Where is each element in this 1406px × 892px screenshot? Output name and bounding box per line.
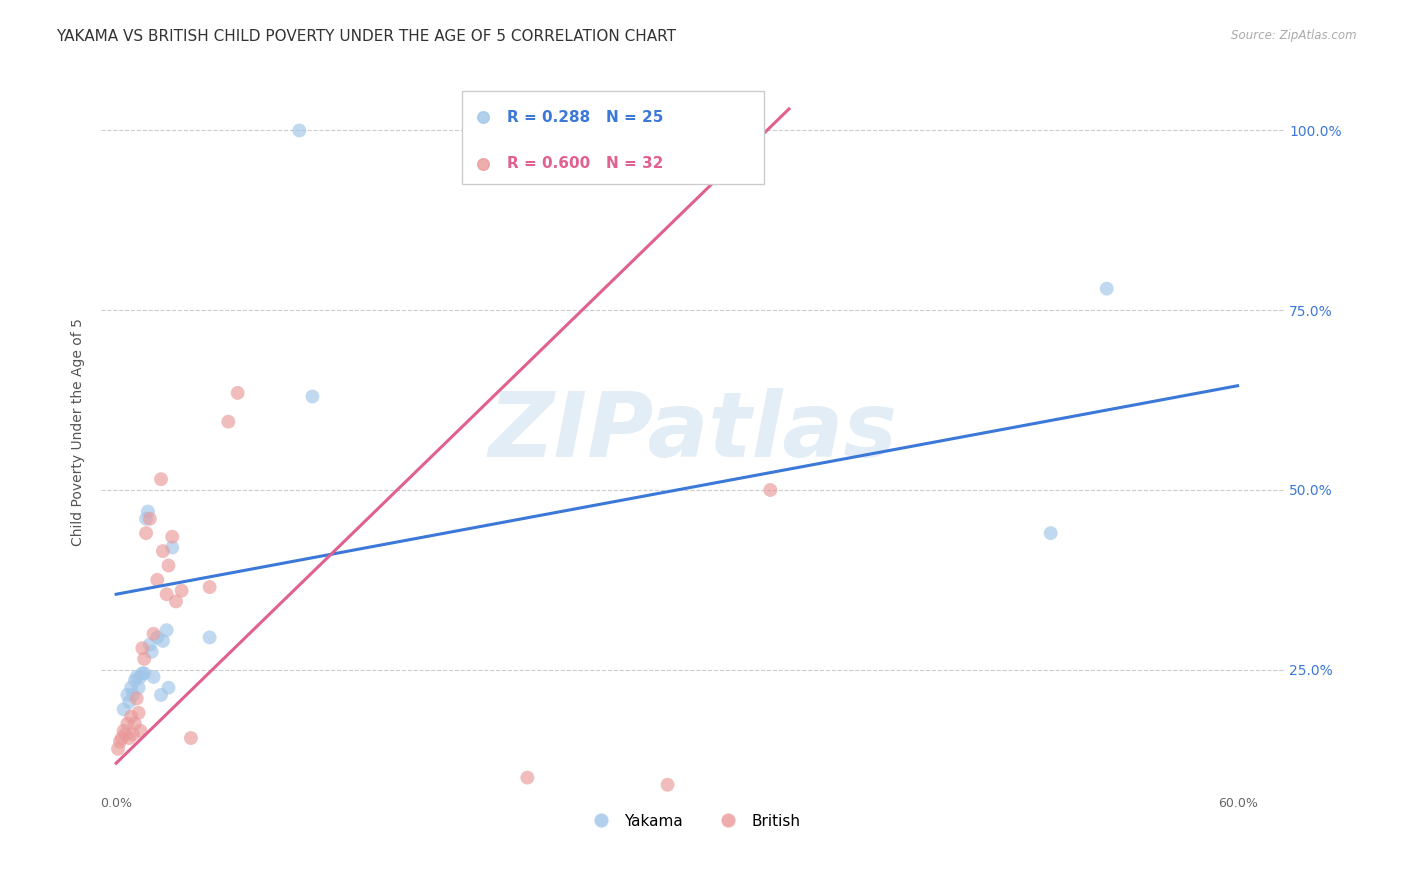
- Point: [568, 123, 591, 137]
- Point: [662, 123, 685, 137]
- Point: [288, 123, 311, 137]
- Y-axis label: Child Poverty Under the Age of 5: Child Poverty Under the Age of 5: [72, 318, 86, 547]
- Point: [142, 670, 165, 684]
- Text: YAKAMA VS BRITISH CHILD POVERTY UNDER THE AGE OF 5 CORRELATION CHART: YAKAMA VS BRITISH CHILD POVERTY UNDER TH…: [56, 29, 676, 44]
- Point: [124, 673, 146, 688]
- Point: [1095, 282, 1118, 296]
- Point: [657, 778, 679, 792]
- Point: [128, 681, 150, 695]
- Point: [125, 670, 148, 684]
- Point: [157, 681, 180, 695]
- Point: [108, 734, 131, 748]
- Point: [136, 504, 159, 518]
- Text: R = 0.288   N = 25: R = 0.288 N = 25: [508, 110, 664, 125]
- Point: [117, 716, 139, 731]
- Point: [122, 688, 145, 702]
- Point: [516, 771, 538, 785]
- Point: [122, 727, 145, 741]
- Point: [141, 645, 163, 659]
- Point: [301, 390, 323, 404]
- Point: [1039, 526, 1062, 541]
- Point: [134, 666, 156, 681]
- Point: [112, 702, 135, 716]
- Text: Source: ZipAtlas.com: Source: ZipAtlas.com: [1232, 29, 1357, 42]
- Point: [152, 634, 174, 648]
- Point: [128, 706, 150, 720]
- Point: [118, 695, 141, 709]
- Point: [129, 670, 152, 684]
- Point: [709, 214, 731, 228]
- Point: [139, 512, 162, 526]
- Point: [139, 638, 162, 652]
- Point: [125, 691, 148, 706]
- Point: [709, 168, 731, 182]
- Point: [162, 530, 184, 544]
- Point: [157, 558, 180, 573]
- Point: [131, 666, 153, 681]
- Point: [217, 415, 239, 429]
- Point: [120, 681, 142, 695]
- Point: [470, 123, 492, 137]
- Point: [142, 627, 165, 641]
- Point: [150, 688, 173, 702]
- Point: [226, 386, 249, 401]
- Point: [506, 123, 529, 137]
- Point: [131, 641, 153, 656]
- Bar: [463, 91, 763, 185]
- Point: [146, 573, 169, 587]
- Point: [152, 544, 174, 558]
- Point: [129, 723, 152, 738]
- Point: [198, 631, 221, 645]
- Point: [114, 727, 136, 741]
- Point: [156, 623, 179, 637]
- Legend: Yakama, British: Yakama, British: [579, 807, 806, 835]
- Point: [759, 483, 782, 497]
- Point: [120, 709, 142, 723]
- Point: [124, 716, 146, 731]
- Point: [117, 688, 139, 702]
- Point: [118, 731, 141, 745]
- Point: [146, 631, 169, 645]
- Point: [198, 580, 221, 594]
- Point: [162, 541, 184, 555]
- Point: [170, 583, 193, 598]
- Point: [134, 652, 156, 666]
- Point: [180, 731, 202, 745]
- Point: [111, 731, 134, 745]
- Point: [107, 741, 129, 756]
- Point: [112, 723, 135, 738]
- Point: [156, 587, 179, 601]
- Text: ZIPatlas: ZIPatlas: [488, 389, 897, 476]
- Point: [150, 472, 173, 486]
- Point: [165, 594, 187, 608]
- Point: [135, 512, 157, 526]
- Point: [135, 526, 157, 541]
- Text: R = 0.600   N = 32: R = 0.600 N = 32: [508, 156, 664, 171]
